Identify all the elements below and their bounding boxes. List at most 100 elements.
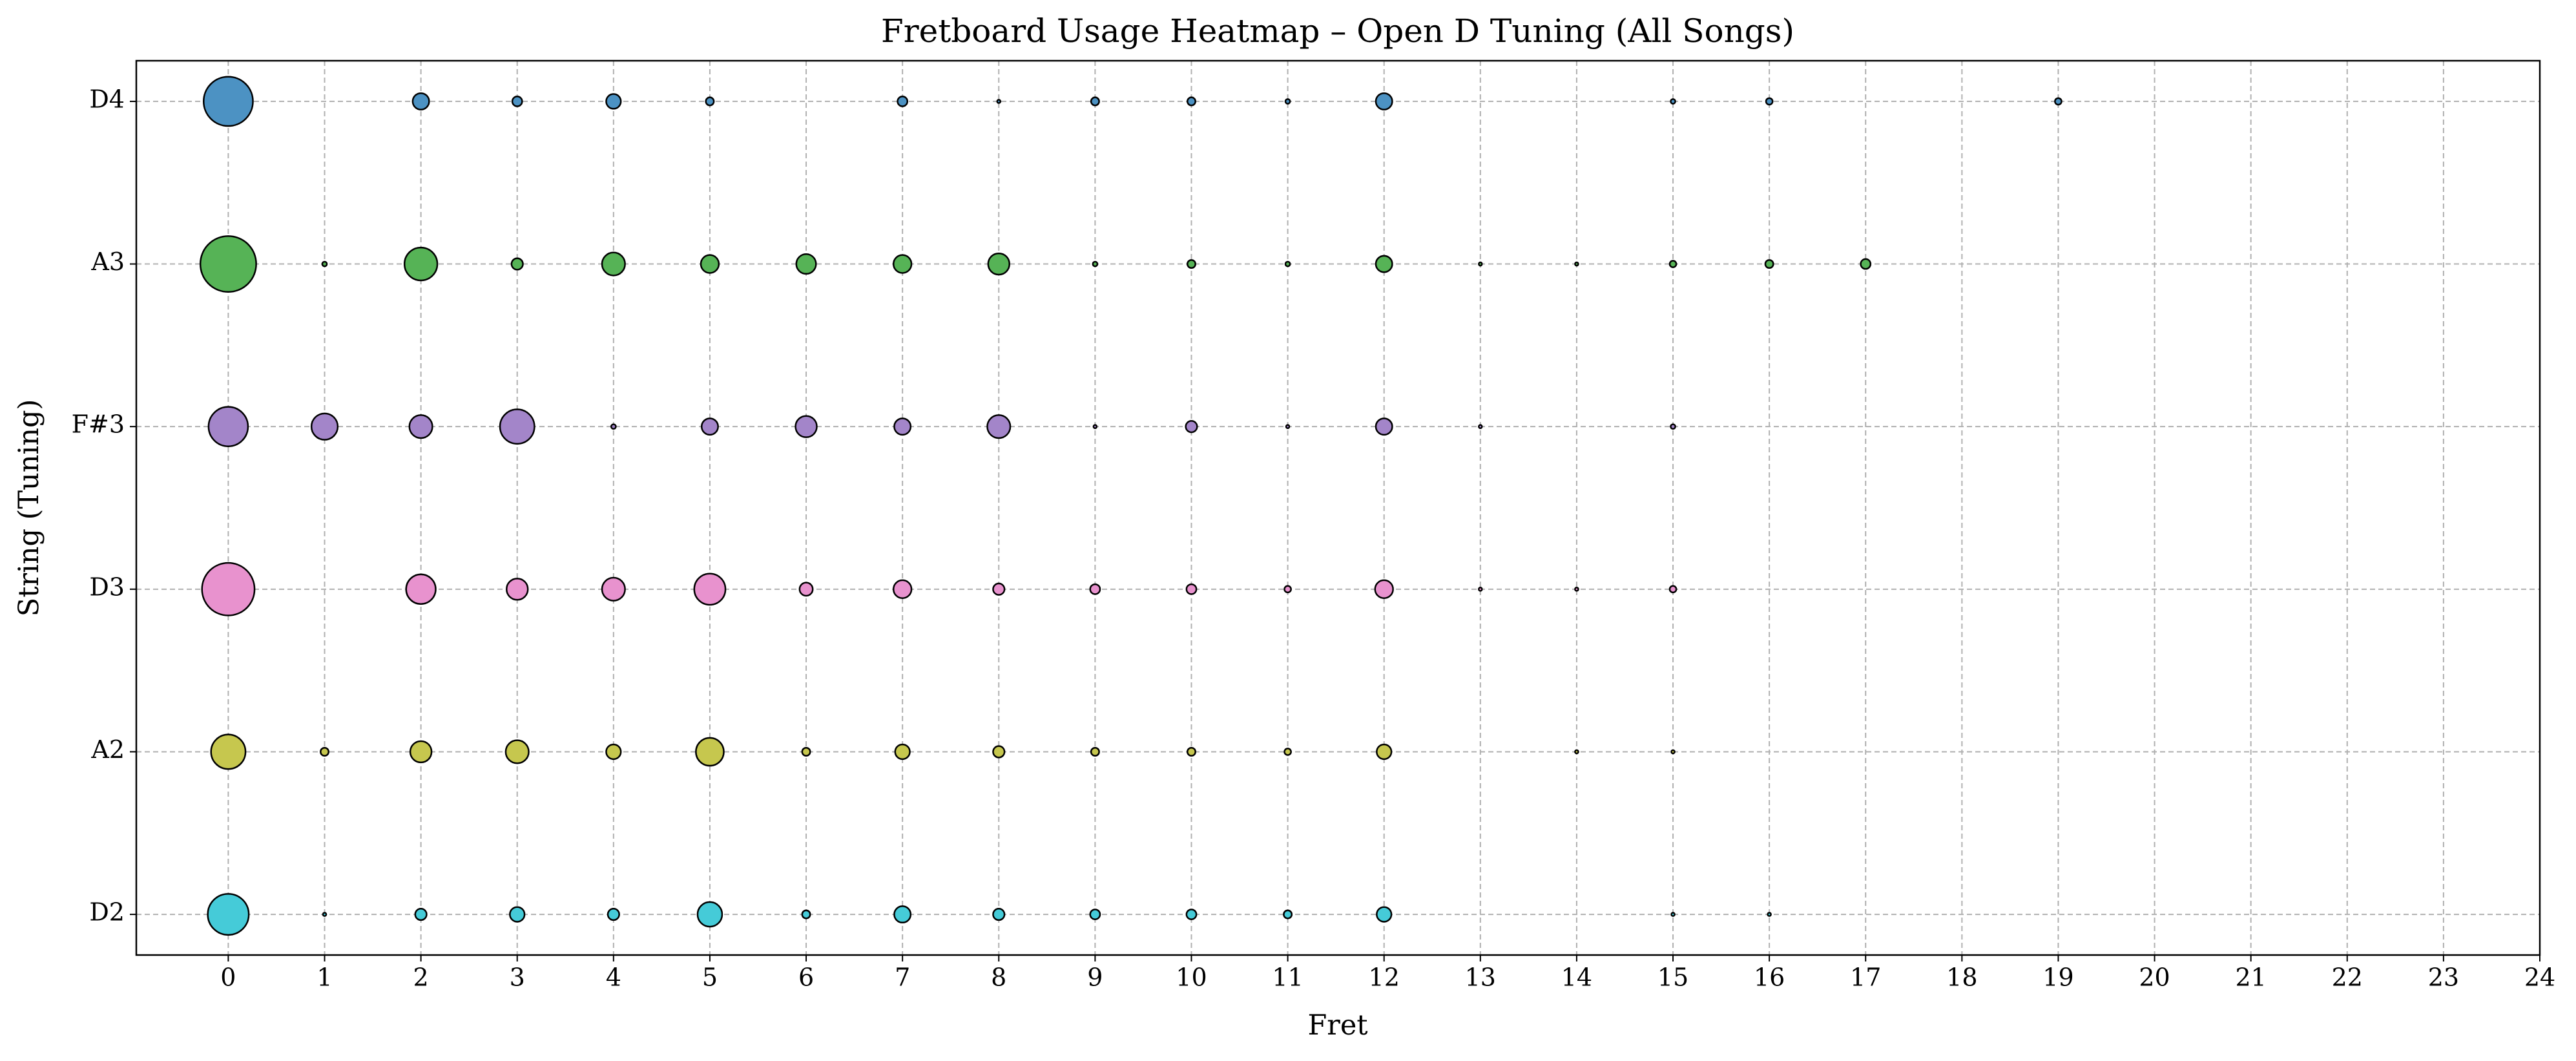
x-tick-label: 11 [1272,963,1303,992]
bubble [1765,97,1774,106]
bubble [605,743,622,761]
x-tick-label: 20 [2139,963,2170,992]
x-tick-label: 14 [1561,963,1592,992]
x-tick-label: 15 [1657,963,1688,992]
bubble [601,576,626,602]
bubble [409,740,433,764]
bubble [607,908,620,921]
bubble [510,257,524,271]
bubble [1670,423,1676,430]
bubble [1764,259,1774,269]
bubble [992,908,1006,921]
bubble [509,906,526,923]
bubble [1187,259,1196,269]
x-tick-label: 0 [220,963,236,992]
bubble [403,246,439,282]
bubble [505,578,529,601]
bubble [892,579,913,599]
bubble [320,746,329,757]
x-tick-label: 17 [1850,963,1881,992]
bubble [1092,424,1098,429]
bubble [996,99,1002,104]
bubble [1860,258,1872,270]
bubble [992,745,1006,759]
bubble [1670,98,1676,105]
x-tick-label: 4 [606,963,621,992]
bubble [1574,587,1579,592]
bubble [1478,424,1483,429]
bubble [795,415,818,438]
bubble [405,573,437,605]
plot-frame [135,59,2541,956]
bubble [986,414,1012,439]
x-tick-label: 22 [2332,963,2363,992]
bubble [1092,260,1099,268]
bubble [1767,912,1772,917]
x-tick-label: 3 [510,963,525,992]
x-tick-label: 10 [1176,963,1207,992]
bubble [897,96,909,107]
bubble [1187,746,1196,757]
bubble [504,739,530,764]
x-tick-label: 12 [1369,963,1400,992]
bubble [1375,417,1393,436]
x-axis-label: Fret [1307,1009,1367,1042]
bubble [1668,260,1678,268]
x-tick-label: 24 [2524,963,2555,992]
bubble [1670,749,1676,755]
bubble [499,408,535,445]
bubble [414,908,428,921]
bubble [1668,585,1678,594]
y-axis-label: String (Tuning) [13,399,45,617]
bubble [1574,261,1579,267]
bubble [1283,748,1292,756]
bubble [322,912,327,917]
y-tick-label: D3 [89,573,125,601]
x-tick-label: 21 [2235,963,2266,992]
x-tick-label: 19 [2042,963,2073,992]
bubble [207,893,250,936]
bubble [199,235,257,293]
x-tick-label: 13 [1465,963,1496,992]
bubble [601,251,626,277]
bubble [795,253,817,275]
x-tick-label: 23 [2428,963,2459,992]
y-tick-label: D2 [89,898,125,927]
bubble [705,96,715,107]
bubble [1283,909,1293,919]
bubble [695,737,725,767]
bubble [1283,585,1292,594]
y-tick-label: D4 [89,85,125,113]
x-tick-label: 7 [895,963,910,992]
bubble [207,406,249,447]
bubble [1574,749,1579,755]
bubble [2054,97,2062,106]
bubble [511,96,523,107]
bubble [1478,261,1483,267]
bubble [1089,583,1101,595]
bubble [798,582,814,597]
x-tick-label: 9 [1087,963,1103,992]
bubble [801,909,811,919]
bubble [1185,420,1198,434]
x-tick-label: 8 [991,963,1006,992]
bubble [1187,96,1196,107]
bubble [893,905,912,924]
bubble [310,412,339,441]
bubble [605,93,622,110]
bubble [894,743,911,761]
bubble [1284,98,1291,105]
bubble [700,254,720,274]
bubble [210,733,247,770]
bubble [1089,909,1101,920]
bubble [411,92,430,110]
x-tick-label: 6 [798,963,814,992]
y-tick-label: F#3 [72,410,125,439]
bubble [696,901,723,928]
bubble [408,414,433,439]
x-tick-label: 2 [413,963,429,992]
x-tick-label: 16 [1754,963,1785,992]
x-tick-label: 5 [702,963,718,992]
bubble [1374,579,1394,599]
bubble [321,260,328,268]
